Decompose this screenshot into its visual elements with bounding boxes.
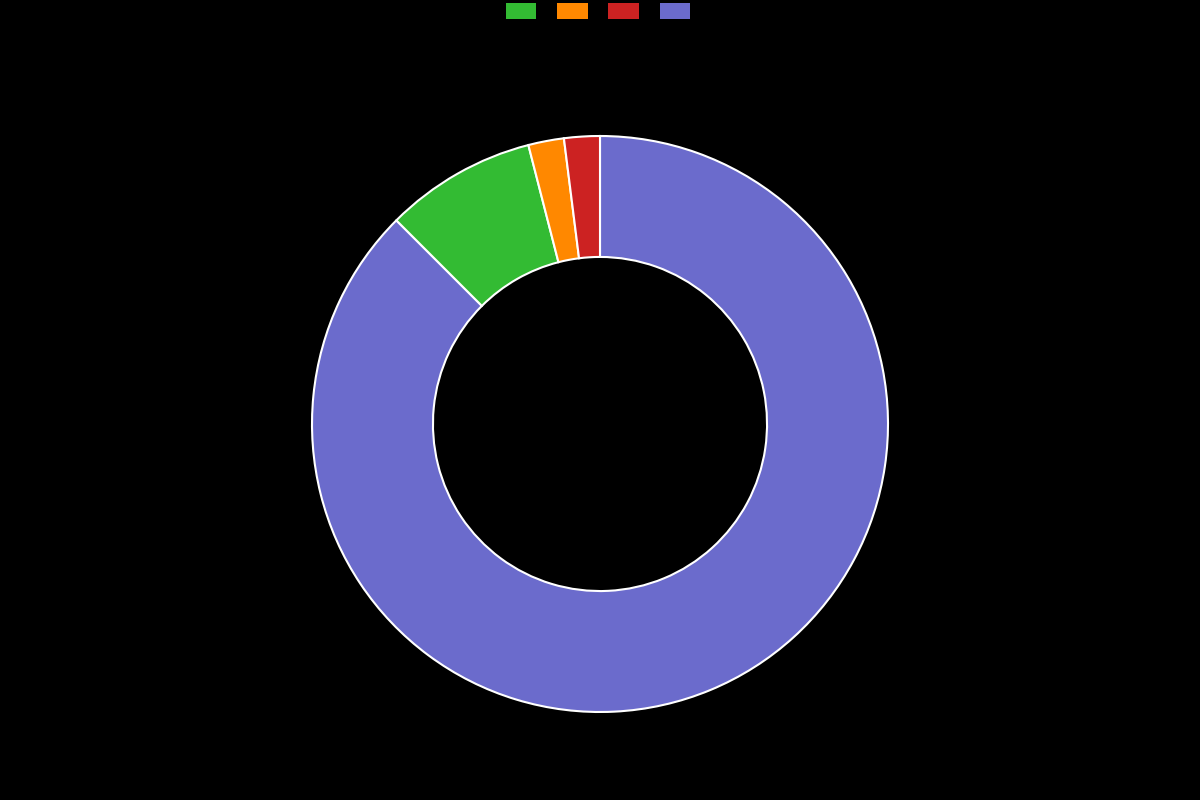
Wedge shape (396, 145, 558, 306)
Wedge shape (312, 136, 888, 712)
Wedge shape (528, 138, 580, 262)
Legend: , , , : , , , (502, 0, 698, 23)
Wedge shape (564, 136, 600, 258)
